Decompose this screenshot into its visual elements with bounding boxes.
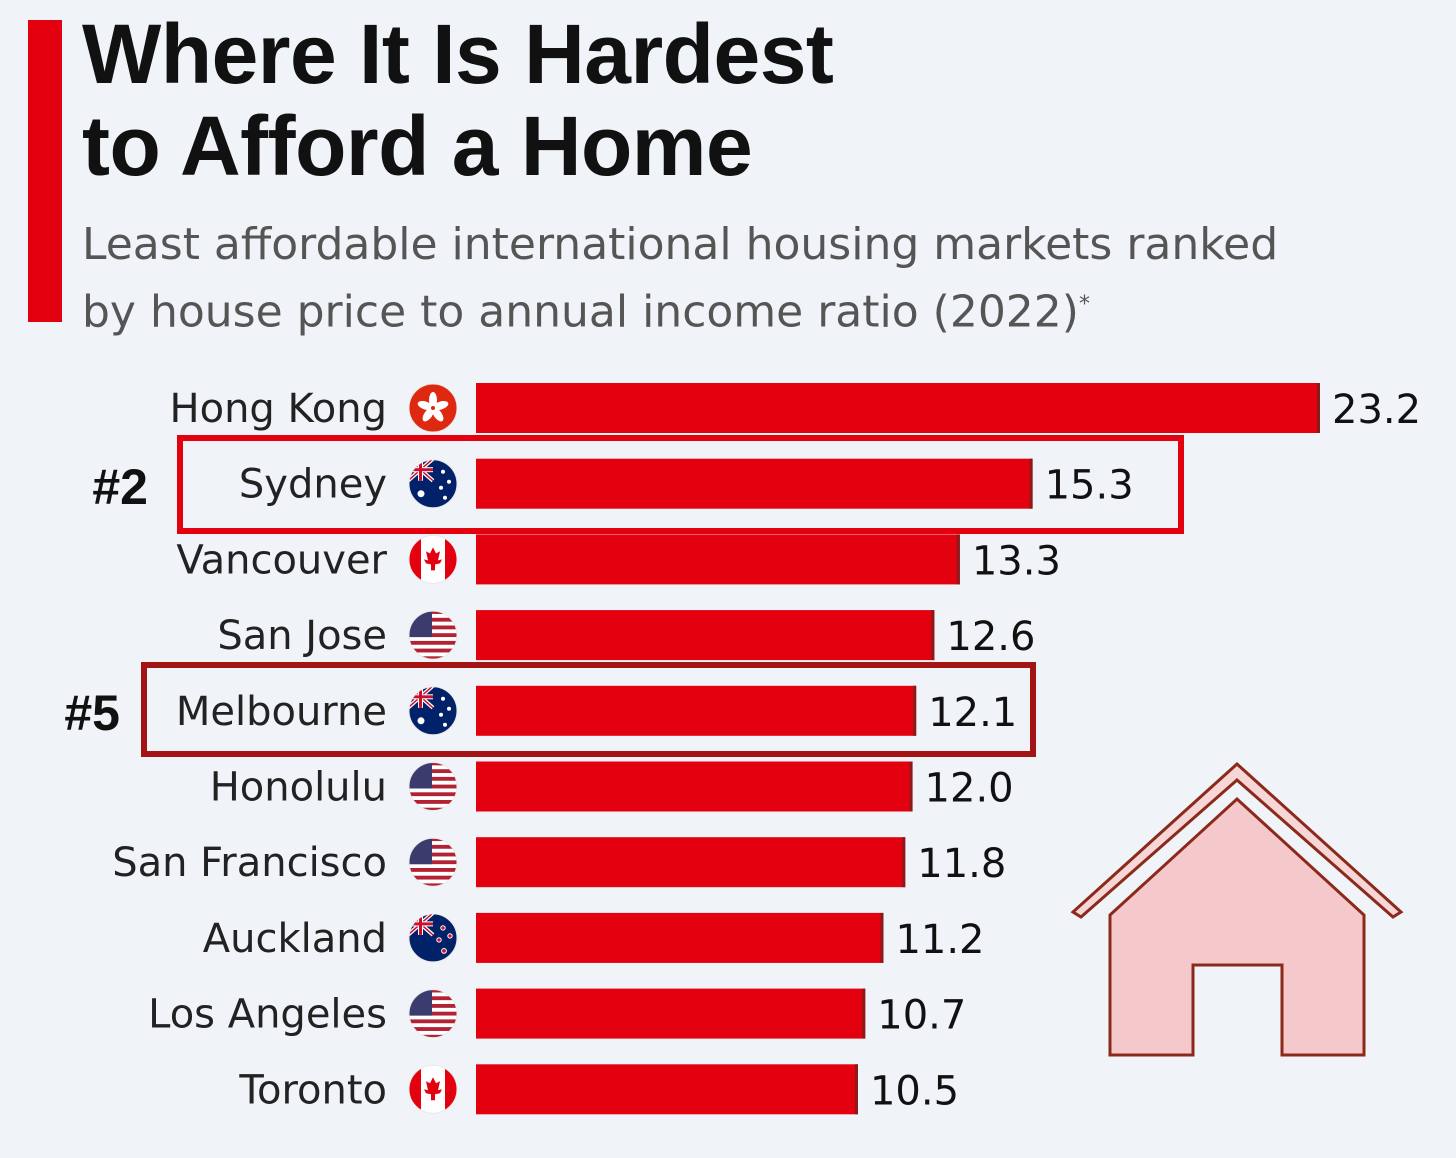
usa-flag-icon: [408, 837, 458, 887]
category-label-hong-kong: Hong Kong: [170, 386, 387, 432]
category-label-melbourne: Melbourne: [176, 689, 387, 735]
value-label-vancouver: 13.3: [972, 538, 1061, 584]
australia-flag-icon: [408, 686, 458, 736]
canada-flag-icon: [408, 534, 458, 584]
usa-flag-icon: [408, 610, 458, 660]
subtitle-line-2: by house price to annual income ratio (2…: [82, 275, 1402, 343]
value-label-san-jose: 12.6: [946, 614, 1035, 660]
subtitle-line-1: Least affordable international housing m…: [82, 219, 1279, 270]
value-label-hong-kong: 23.2: [1332, 387, 1421, 433]
bar-edge-toronto: [854, 1064, 858, 1115]
value-label-auckland: 11.2: [895, 917, 984, 963]
subtitle-footnote-marker: *: [1078, 292, 1090, 317]
bar-edge-vancouver: [956, 534, 960, 585]
bar-vancouver: [476, 534, 960, 585]
rank-label-5: #5: [64, 685, 120, 741]
bar-los-angeles: [476, 988, 866, 1039]
value-label-honolulu: 12.0: [925, 766, 1014, 812]
hong-kong-flag-icon: [408, 383, 458, 433]
bar-edge-melbourne: [913, 685, 917, 736]
bar-edge-auckland: [880, 912, 884, 963]
rank-label-2: #2: [92, 459, 148, 515]
category-label-los-angeles: Los Angeles: [148, 992, 387, 1038]
bar-edge-hong-kong: [1317, 383, 1320, 433]
subtitle-line-2-text: by house price to annual income ratio (2…: [82, 286, 1079, 338]
bar-sydney: [476, 458, 1033, 509]
bar-san-francisco: [476, 837, 906, 888]
title-line-2: to Afford a Home: [82, 99, 753, 193]
bar-edge-los-angeles: [862, 988, 866, 1039]
category-label-san-francisco: San Francisco: [112, 840, 387, 886]
category-label-san-jose: San Jose: [217, 613, 387, 659]
chart-title: Where It Is Hardest to Afford a Home: [82, 8, 1382, 192]
value-label-los-angeles: 10.7: [877, 993, 966, 1039]
bar-edge-sydney: [1029, 458, 1033, 509]
bar-edge-san-jose: [931, 610, 935, 661]
bar-edge-honolulu: [909, 761, 913, 812]
new-zealand-flag-icon: [408, 913, 458, 963]
highlight-box-melbourne: [141, 662, 1036, 757]
bar-hong-kong: [476, 383, 1320, 433]
title-line-1: Where It Is Hardest: [82, 7, 834, 101]
bar-auckland: [476, 912, 884, 963]
value-label-melbourne: 12.1: [928, 690, 1017, 736]
value-label-sydney: 15.3: [1045, 463, 1134, 509]
chart-subtitle: Least affordable international housing m…: [82, 215, 1402, 343]
category-label-toronto: Toronto: [238, 1067, 387, 1113]
value-label-san-francisco: 11.8: [917, 841, 1006, 887]
category-label-vancouver: Vancouver: [176, 537, 387, 583]
bar-edge-san-francisco: [902, 837, 906, 888]
category-label-honolulu: Honolulu: [210, 765, 387, 811]
bar-honolulu: [476, 761, 913, 812]
category-label-sydney: Sydney: [239, 462, 387, 508]
canada-flag-icon: [408, 1064, 458, 1114]
house-icon: [1070, 761, 1404, 1057]
australia-flag-icon: [408, 459, 458, 509]
accent-bar: [28, 20, 62, 322]
value-label-toronto: 10.5: [870, 1068, 959, 1114]
highlight-box-sydney: [177, 435, 1184, 534]
category-label-auckland: Auckland: [203, 916, 387, 962]
bar-melbourne: [476, 685, 917, 736]
usa-flag-icon: [408, 989, 458, 1039]
bars-layer: Hong Kong 23.2 Sydney 15.3 Vancouver 13.3 San …: [112, 383, 1421, 1115]
bar-toronto: [476, 1064, 858, 1115]
usa-flag-icon: [408, 762, 458, 811]
bar-san-jose: [476, 610, 935, 661]
